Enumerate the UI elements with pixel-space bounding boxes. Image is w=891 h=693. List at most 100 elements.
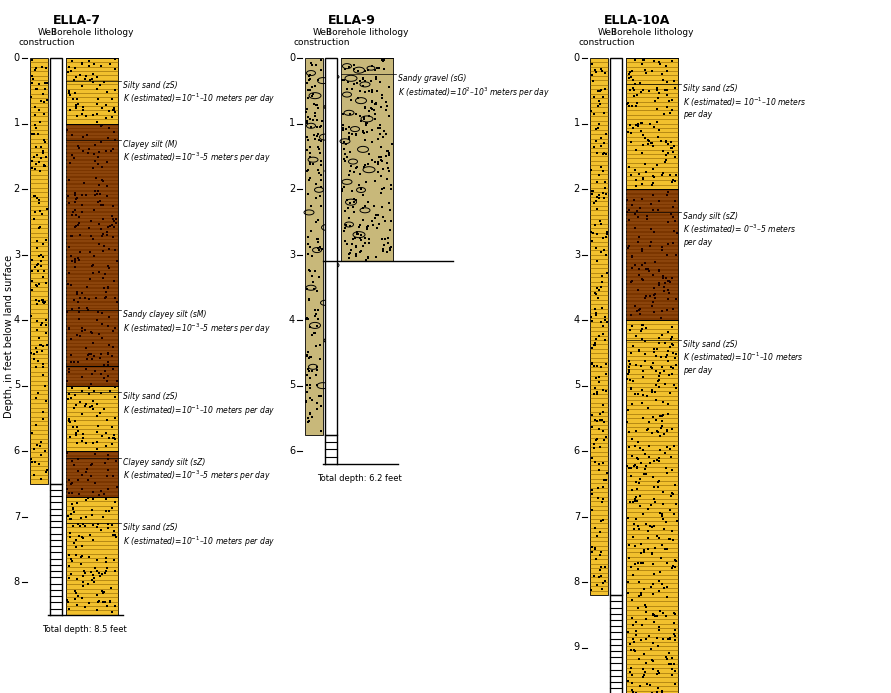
- Point: [625, 620, 640, 631]
- Point: [37, 146, 51, 157]
- Point: [100, 601, 114, 612]
- Point: [666, 608, 681, 619]
- Point: [357, 114, 372, 125]
- Text: 0: 0: [289, 53, 295, 63]
- Point: [665, 272, 679, 283]
- Point: [635, 274, 650, 286]
- Point: [650, 82, 664, 93]
- Point: [635, 444, 650, 455]
- Point: [110, 256, 124, 267]
- Point: [102, 432, 116, 444]
- Point: [666, 202, 681, 213]
- Point: [311, 128, 325, 139]
- Point: [600, 227, 614, 238]
- Text: 6: 6: [14, 446, 20, 456]
- Point: [65, 150, 79, 161]
- Point: [630, 98, 644, 109]
- Point: [651, 333, 666, 344]
- Point: [108, 106, 122, 117]
- Point: [68, 196, 82, 207]
- Point: [299, 117, 314, 128]
- Point: [303, 173, 317, 184]
- Point: [62, 105, 77, 116]
- Point: [645, 578, 659, 589]
- Point: [662, 276, 676, 287]
- Point: [653, 430, 667, 441]
- Point: [61, 511, 76, 522]
- Point: [646, 471, 660, 482]
- Point: [350, 227, 364, 238]
- Point: [37, 78, 52, 89]
- Point: [301, 112, 315, 123]
- Point: [84, 326, 98, 337]
- Point: [67, 152, 81, 164]
- Point: [70, 356, 85, 367]
- Point: [315, 121, 329, 132]
- Point: [77, 565, 91, 577]
- Point: [620, 373, 634, 384]
- Point: [588, 339, 602, 350]
- Point: [348, 129, 363, 140]
- Point: [646, 655, 660, 666]
- Point: [107, 554, 121, 565]
- Point: [105, 211, 119, 222]
- Point: [666, 175, 680, 186]
- Point: [100, 156, 114, 167]
- Point: [669, 516, 683, 527]
- Point: [98, 292, 112, 304]
- Point: [78, 363, 93, 374]
- Point: [92, 238, 106, 249]
- Point: [643, 137, 658, 148]
- Point: [305, 60, 319, 71]
- Point: [657, 499, 671, 510]
- Point: [95, 333, 110, 344]
- Point: [624, 347, 638, 358]
- Point: [110, 532, 124, 543]
- Point: [655, 330, 669, 341]
- Point: [311, 234, 325, 245]
- Point: [27, 151, 41, 162]
- Point: [649, 380, 663, 391]
- Point: [635, 260, 650, 271]
- Point: [35, 317, 49, 328]
- Point: [308, 192, 323, 203]
- Point: [93, 195, 107, 207]
- Point: [90, 188, 104, 199]
- Point: [658, 447, 672, 458]
- Point: [356, 73, 370, 85]
- Point: [646, 177, 660, 188]
- Point: [629, 144, 643, 155]
- Point: [68, 254, 82, 265]
- Point: [651, 279, 666, 290]
- Point: [338, 222, 352, 233]
- Point: [599, 129, 613, 140]
- Point: [665, 331, 679, 342]
- Point: [371, 159, 385, 170]
- Point: [643, 236, 658, 247]
- Point: [372, 123, 386, 134]
- Point: [75, 550, 89, 561]
- Point: [105, 606, 119, 617]
- Point: [657, 428, 671, 439]
- Point: [109, 455, 123, 466]
- Point: [646, 170, 660, 182]
- Point: [376, 131, 390, 142]
- Point: [67, 459, 81, 471]
- Point: [662, 277, 676, 288]
- Point: [660, 189, 674, 200]
- Point: [338, 236, 352, 247]
- Point: [32, 116, 46, 128]
- Point: [98, 457, 112, 468]
- Point: [300, 165, 315, 176]
- Point: [109, 322, 123, 333]
- Point: [630, 463, 644, 474]
- Point: [593, 95, 607, 106]
- Point: [628, 559, 642, 570]
- Point: [338, 156, 352, 167]
- Point: [299, 396, 314, 407]
- Point: [658, 137, 673, 148]
- Point: [585, 485, 600, 496]
- Point: [657, 583, 671, 594]
- Point: [29, 122, 44, 133]
- Point: [94, 525, 109, 536]
